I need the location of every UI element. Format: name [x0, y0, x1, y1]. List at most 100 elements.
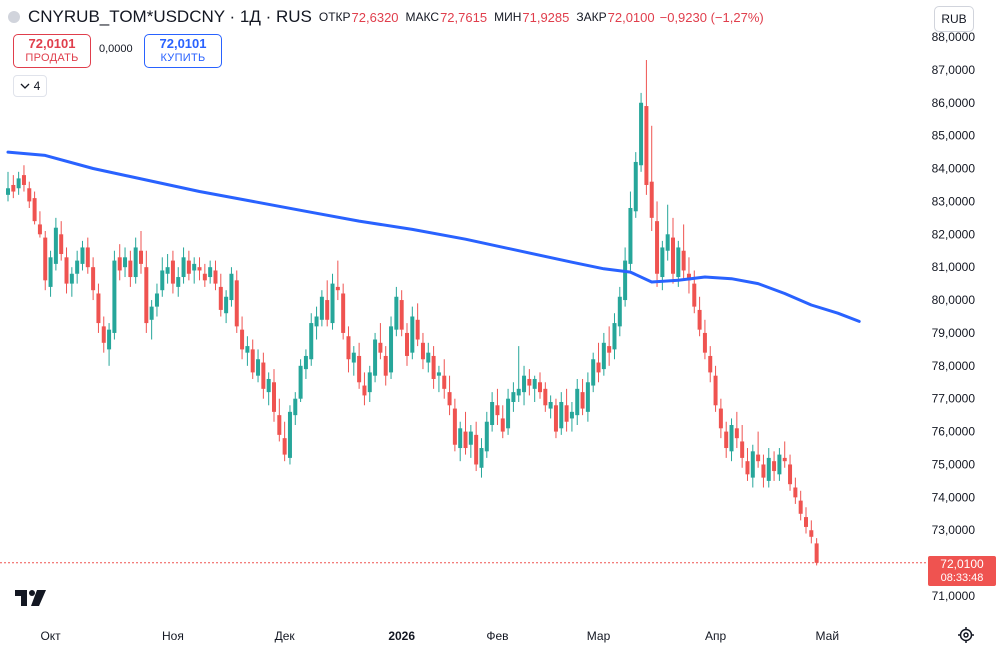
candle-body — [213, 270, 218, 284]
price-tick-label: 71,0000 — [932, 589, 976, 603]
candle-body — [777, 454, 782, 475]
time-tick-label: Дек — [275, 629, 296, 643]
candle-body — [633, 161, 638, 212]
time-tick-label: Фев — [486, 629, 508, 643]
price-tick-label: 88,0000 — [932, 30, 976, 44]
candle-body — [6, 188, 10, 195]
candle-body — [500, 418, 505, 432]
candle-body — [686, 273, 691, 281]
candle-body — [591, 359, 596, 386]
candle-body — [389, 326, 394, 373]
candle-body — [708, 355, 713, 373]
candle-body — [128, 260, 133, 278]
candle-body — [383, 355, 388, 376]
candle-body — [367, 372, 372, 393]
candle-body — [309, 323, 314, 360]
candle-body — [479, 448, 484, 468]
candle-body — [282, 438, 287, 455]
candle-body — [538, 382, 542, 393]
candle-body — [692, 283, 697, 307]
candle-body — [804, 517, 808, 527]
candle-body — [660, 247, 665, 278]
tradingview-logo-icon[interactable] — [15, 590, 47, 608]
candle-body — [814, 543, 819, 563]
buy-label: КУПИТЬ — [160, 52, 206, 64]
candle-body — [357, 355, 362, 383]
price-tag-countdown: 08:33:48 — [941, 572, 984, 584]
symbol-logo-icon — [8, 11, 20, 23]
candle-body — [772, 461, 777, 472]
time-tick-label: 2026 — [388, 629, 415, 643]
candle-body — [553, 405, 558, 432]
candle-body — [218, 286, 223, 310]
currency-selector[interactable]: RUB — [934, 6, 974, 32]
candle-body — [229, 273, 234, 301]
change-value: −0,9230 (−1,27%) — [659, 9, 764, 25]
candle-body — [585, 382, 590, 412]
price-axis[interactable]: 71,000072,000073,000074,000075,000076,00… — [932, 30, 976, 603]
candle-body — [165, 267, 170, 274]
candle-body — [713, 375, 718, 406]
moving-average-layer — [6, 150, 861, 323]
candle-body — [101, 326, 106, 343]
candle-body — [729, 425, 734, 452]
candle-body — [117, 257, 122, 271]
candle-body — [506, 398, 511, 429]
candle-body — [522, 375, 527, 393]
time-tick-label: Апр — [705, 629, 727, 643]
candle-body — [548, 401, 553, 409]
candle-body — [59, 234, 64, 255]
time-axis[interactable]: Окт Ноя Дек 2026 Фев Мар Апр Май — [40, 629, 839, 643]
candle-body — [750, 451, 755, 478]
candle-body — [793, 487, 798, 498]
candle-body — [208, 267, 213, 278]
candle-body — [224, 296, 229, 314]
candle-body — [702, 332, 707, 353]
candle-body — [176, 277, 181, 287]
candle-body — [181, 257, 186, 278]
candle-body — [32, 198, 37, 222]
candle-body — [91, 267, 96, 291]
open-label: ОТКР — [318, 10, 351, 24]
time-tick-label: Май — [816, 629, 840, 643]
candle-body — [484, 421, 489, 452]
candle-body — [351, 352, 356, 363]
candle-body — [378, 342, 383, 353]
price-tick-label: 87,0000 — [932, 63, 976, 77]
price-tag-bg — [928, 556, 996, 586]
symbol-header: CNYRUB_TOM*USDCNY · 1Д · RUS ОТКР 72,632… — [8, 4, 764, 30]
sell-label: ПРОДАТЬ — [25, 52, 79, 64]
candle-body — [788, 464, 793, 485]
buy-button[interactable]: 72,0101 КУПИТЬ — [144, 34, 222, 68]
candle-body — [85, 247, 90, 268]
candle-body — [724, 431, 729, 449]
candle-body — [277, 415, 282, 435]
candle-body — [766, 457, 771, 481]
candle-body — [644, 106, 649, 185]
candle-body — [740, 441, 745, 458]
candle-body — [527, 378, 532, 386]
last-price-tag: 72,0100 08:33:48 — [928, 556, 996, 586]
indicators-toggle[interactable]: 4 — [13, 75, 47, 97]
sell-button[interactable]: 72,0101 ПРОДАТЬ — [13, 34, 91, 68]
candle-body — [272, 382, 276, 412]
candle-body — [617, 296, 622, 327]
gear-icon[interactable] — [957, 626, 975, 644]
candle-body — [798, 500, 803, 514]
symbol-title[interactable]: CNYRUB_TOM*USDCNY · 1Д · RUS — [28, 7, 312, 26]
candle-body — [697, 309, 702, 330]
candle-body — [431, 355, 436, 379]
candle-body — [596, 362, 601, 373]
candle-body — [234, 280, 239, 327]
candle-body — [362, 385, 367, 396]
candle-body — [463, 431, 468, 449]
candle-body — [27, 188, 32, 202]
candle-body — [346, 336, 351, 360]
candle-body — [197, 267, 202, 271]
candle-body — [426, 352, 431, 363]
price-tick-label: 77,0000 — [932, 392, 976, 406]
candle-body — [639, 102, 644, 166]
candle-body — [330, 283, 335, 324]
candle-body — [261, 362, 266, 389]
